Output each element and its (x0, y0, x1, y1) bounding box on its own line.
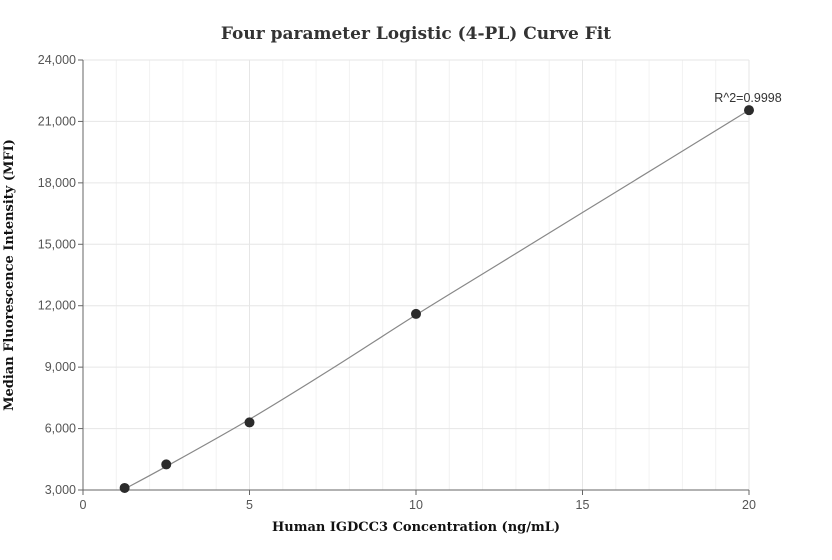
data-point (744, 105, 754, 116)
fit-curve (124, 109, 750, 490)
y-tick-label: 9,000 (45, 360, 76, 374)
data-point (244, 417, 255, 428)
grid (83, 59, 750, 490)
data-points (119, 105, 754, 493)
x-tick-label: 0 (80, 498, 87, 512)
y-tick-label: 12,000 (38, 299, 76, 313)
data-point (411, 308, 421, 319)
x-tick-label: 5 (246, 498, 253, 512)
x-tick-label: 20 (742, 498, 756, 512)
chart-title: Four parameter Logistic (4-PL) Curve Fit (221, 24, 611, 44)
data-point (161, 459, 172, 470)
y-axis-label: Median Fluorescence Intensity (MFI) (2, 139, 17, 411)
y-tick-label: 21,000 (38, 114, 76, 128)
y-tick-label: 18,000 (38, 176, 76, 190)
r-squared-annotation: R^2=0.9998 (714, 91, 781, 105)
x-tick-label: 10 (409, 498, 423, 512)
y-tick-label: 24,000 (38, 53, 76, 67)
y-tick-label: 3,000 (45, 483, 76, 497)
x-axis-label: Human IGDCC3 Concentration (ng/mL) (272, 520, 560, 535)
data-point (119, 482, 130, 493)
x-tick-label: 15 (576, 498, 590, 512)
y-axis-ticks: 3,000 6,000 9,000 12,000 15,000 18,000 21,000 2… (38, 53, 83, 497)
y-tick-label: 6,000 (45, 422, 76, 436)
x-axis-ticks: 0 5 10 15 20 (80, 490, 756, 512)
y-tick-label: 15,000 (38, 237, 76, 251)
